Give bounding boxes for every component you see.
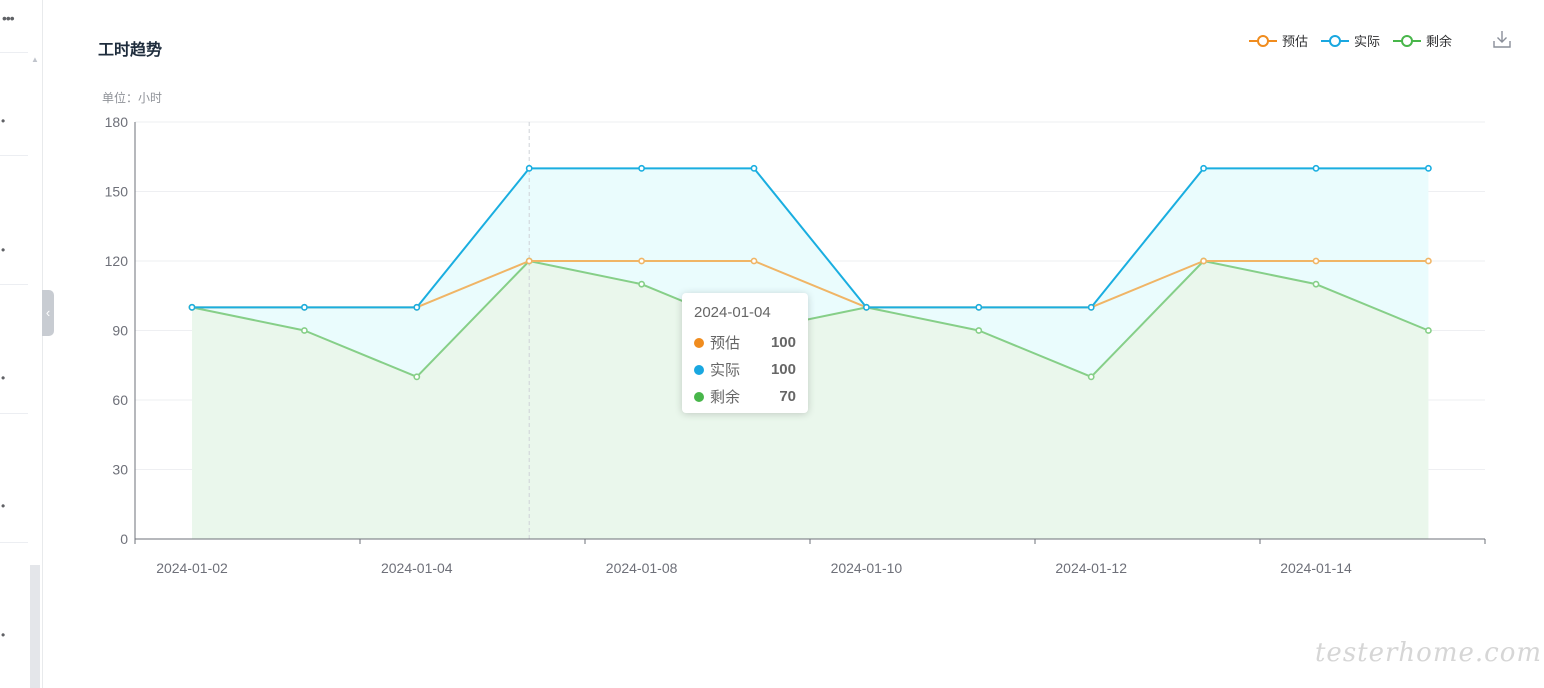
watermark: testerhome.com [1314, 638, 1542, 668]
tooltip-series-name: 预估 [710, 335, 741, 352]
series-dot-icon [694, 391, 704, 402]
y-tick-label: 0 [120, 531, 128, 547]
data-point [188, 303, 196, 311]
data-point [300, 327, 308, 334]
y-tick-label: 150 [105, 184, 129, 200]
y-tick-label: 30 [112, 462, 128, 478]
x-tick-label: 2024-01-08 [606, 560, 678, 576]
data-point [1425, 327, 1432, 334]
series-line-实际 [192, 167, 1429, 309]
chart-tooltip: 2024-01-04 预估 100 实际 100 剩余 70 [682, 293, 808, 413]
series-points [188, 164, 1432, 381]
tooltip-row-remaining: 剩余 70 [694, 383, 796, 410]
tooltip-date: 2024-01-04 [694, 304, 771, 321]
series-areas [192, 168, 1429, 540]
x-tick-label: 2024-01-14 [1280, 560, 1352, 576]
list-item[interactable]: • [1, 114, 6, 128]
y-axis-unit-label: 单位：小时 [102, 90, 162, 105]
series-lines [191, 167, 1429, 378]
legend-item-estimate[interactable]: 预估 [1248, 31, 1308, 50]
x-tick-label: 2024-01-02 [156, 560, 228, 576]
tooltip-series-value: 70 [779, 388, 796, 405]
y-axis-ticks: 0 30 60 90 120 150 180 [105, 114, 129, 547]
legend-item-actual[interactable]: 实际 [1320, 31, 1380, 50]
chevron-left-icon[interactable]: ‹ [42, 290, 54, 336]
scroll-up-icon[interactable]: ▲ [31, 55, 39, 64]
y-tick-label: 120 [105, 253, 129, 269]
side-panel: ••• ▲ • • • • • [0, 0, 43, 688]
legend-marker-icon [1392, 34, 1421, 47]
list-item[interactable]: • [1, 628, 6, 642]
data-point [1312, 257, 1320, 265]
scrollbar[interactable] [30, 565, 40, 688]
chart-title: 工时趋势 [98, 42, 163, 59]
x-axis-ticks: 2024-01-02 2024-01-04 2024-01-08 2024-01-10… [156, 560, 1352, 576]
legend-marker-icon [1248, 34, 1277, 47]
list-item[interactable]: • [1, 243, 6, 257]
data-point [525, 164, 533, 172]
divider [0, 52, 28, 53]
download-icon[interactable] [1492, 29, 1512, 54]
data-point [1425, 257, 1432, 265]
divider [0, 155, 28, 156]
tooltip-series-value: 100 [770, 361, 796, 378]
y-tick-label: 60 [112, 392, 128, 408]
y-tick-label: 90 [112, 323, 128, 339]
data-point [525, 257, 533, 265]
data-point [638, 280, 645, 288]
data-point [750, 257, 758, 265]
chart-legend: 预估 实际 剩余 [1248, 31, 1452, 50]
data-point [1312, 164, 1320, 172]
data-point [638, 257, 645, 265]
data-point [863, 303, 870, 311]
legend-label: 剩余 [1425, 34, 1452, 49]
tooltip-series-name: 实际 [710, 362, 741, 379]
data-point [975, 327, 983, 334]
divider [0, 284, 28, 285]
x-tick-label: 2024-01-12 [1055, 560, 1127, 576]
divider [0, 413, 28, 414]
divider [0, 542, 28, 543]
data-point [1425, 164, 1432, 172]
data-point [1312, 280, 1320, 288]
legend-label: 实际 [1353, 34, 1380, 49]
series-line-剩余 [191, 260, 1429, 378]
x-tick-label: 2024-01-04 [381, 560, 453, 576]
data-point [300, 303, 308, 311]
data-point [1087, 373, 1095, 381]
axes [134, 122, 1486, 544]
series-dot-icon [694, 364, 704, 375]
list-item[interactable]: • [1, 499, 6, 513]
tooltip-series-name: 剩余 [710, 389, 741, 406]
data-point [975, 303, 983, 311]
more-icon[interactable]: ••• [2, 10, 15, 26]
x-tick-label: 2024-01-10 [831, 560, 903, 576]
data-point [1200, 257, 1207, 265]
data-point [750, 164, 758, 172]
legend-marker-icon [1320, 34, 1349, 47]
series-area-剩余 [192, 261, 1429, 539]
tooltip-row-estimate: 预估 100 [694, 329, 796, 356]
tooltip-series-value: 100 [770, 334, 796, 351]
data-point [413, 303, 421, 311]
series-dot-icon [694, 337, 704, 348]
data-point [1200, 164, 1207, 172]
data-point [413, 373, 421, 381]
y-tick-label: 180 [105, 114, 129, 130]
legend-item-remaining[interactable]: 剩余 [1392, 31, 1452, 50]
legend-label: 预估 [1281, 34, 1308, 49]
tooltip-row-actual: 实际 100 [694, 356, 796, 383]
list-item[interactable]: • [1, 371, 6, 385]
data-point [1087, 303, 1095, 311]
data-point [638, 164, 645, 172]
